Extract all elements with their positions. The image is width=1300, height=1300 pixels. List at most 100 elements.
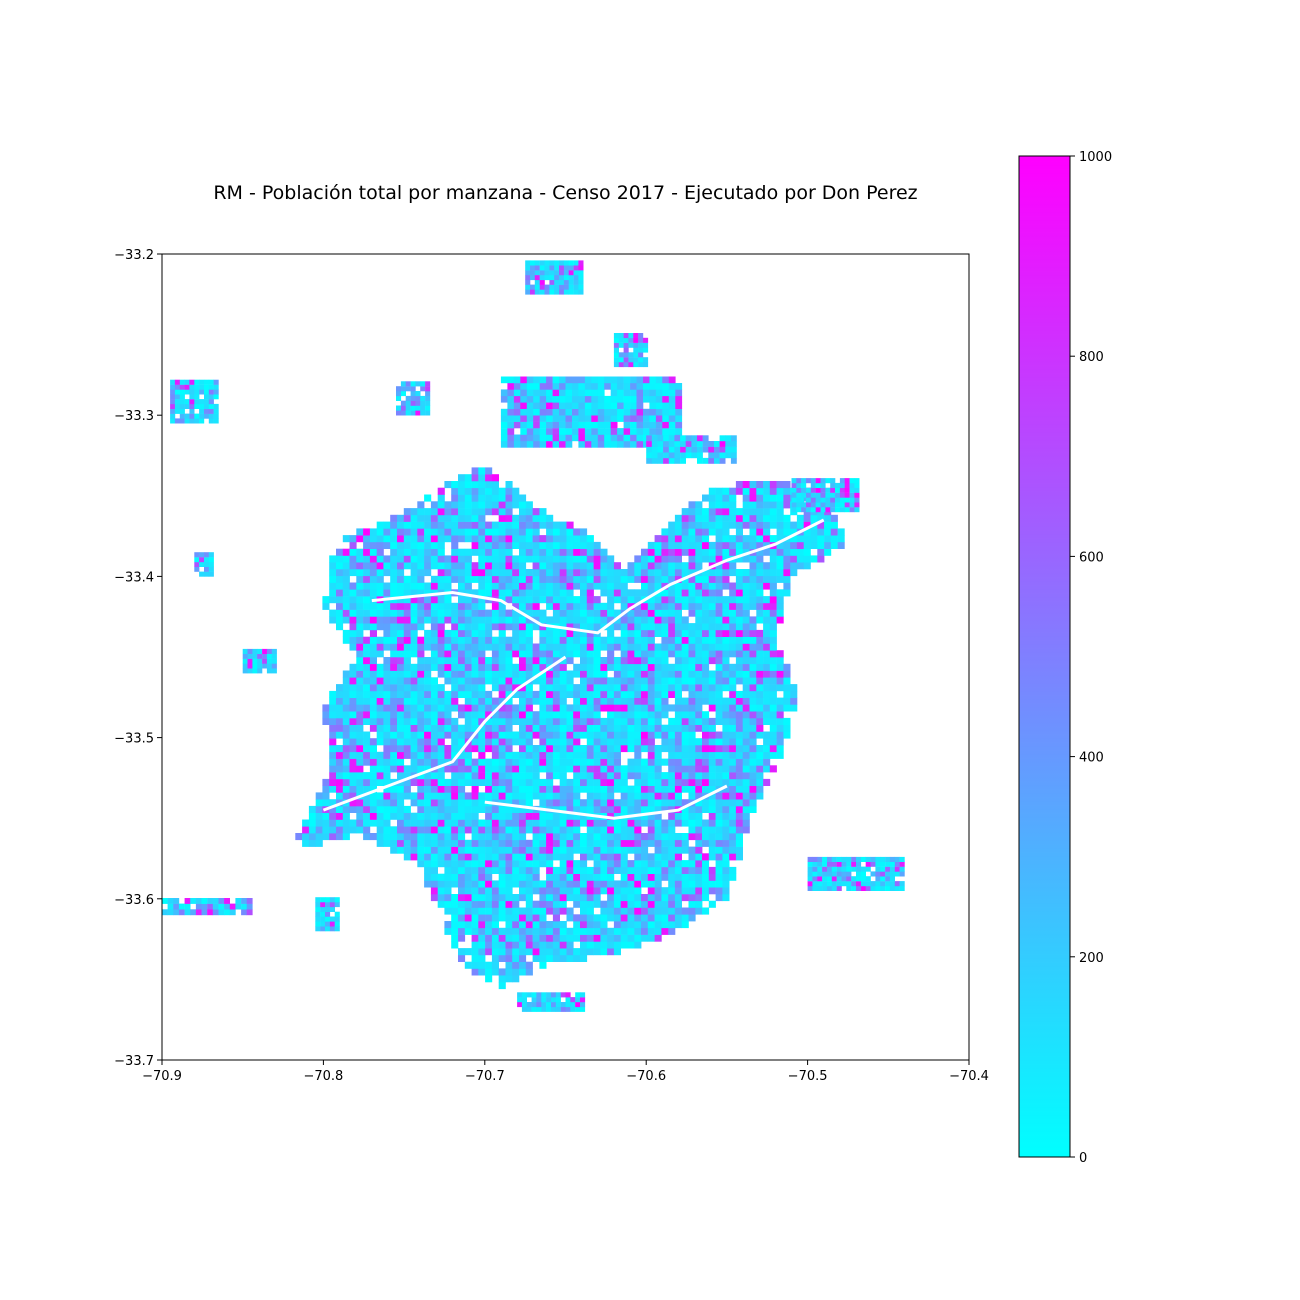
census-block bbox=[708, 514, 716, 522]
census-block bbox=[525, 265, 531, 271]
census-block bbox=[742, 805, 750, 813]
census-block bbox=[498, 494, 506, 502]
census-block bbox=[715, 677, 723, 685]
census-block bbox=[336, 717, 344, 725]
census-block bbox=[520, 408, 528, 416]
census-block bbox=[403, 650, 411, 658]
census-block bbox=[580, 745, 588, 753]
census-block bbox=[546, 548, 554, 556]
census-block bbox=[573, 792, 581, 800]
census-block bbox=[415, 391, 421, 397]
census-block bbox=[257, 648, 263, 654]
census-block bbox=[369, 799, 377, 807]
census-block bbox=[194, 418, 200, 424]
census-block bbox=[525, 873, 533, 881]
census-block bbox=[807, 881, 813, 887]
census-block bbox=[695, 887, 703, 895]
census-block bbox=[715, 765, 723, 773]
census-block bbox=[525, 684, 533, 692]
census-block bbox=[860, 866, 866, 872]
census-block bbox=[763, 677, 771, 685]
census-block bbox=[390, 643, 398, 651]
census-block bbox=[539, 389, 547, 397]
census-block bbox=[560, 1002, 566, 1008]
census-block bbox=[552, 616, 560, 624]
census-block bbox=[668, 812, 676, 820]
census-block bbox=[451, 914, 459, 922]
census-block bbox=[651, 446, 658, 453]
census-block bbox=[688, 602, 696, 610]
census-block bbox=[566, 751, 574, 759]
census-block bbox=[769, 535, 777, 543]
census-block bbox=[688, 528, 696, 536]
census-block bbox=[654, 758, 662, 766]
census-block bbox=[593, 880, 601, 888]
census-block bbox=[417, 670, 425, 678]
census-block bbox=[613, 362, 619, 368]
census-block bbox=[525, 582, 533, 590]
census-block bbox=[437, 772, 445, 780]
census-block bbox=[410, 535, 418, 543]
census-block bbox=[675, 421, 683, 429]
census-block bbox=[812, 856, 818, 862]
census-block bbox=[820, 487, 826, 493]
census-block bbox=[430, 508, 438, 516]
census-block bbox=[695, 670, 703, 678]
census-block bbox=[184, 403, 190, 409]
census-block bbox=[505, 670, 513, 678]
census-block bbox=[675, 402, 683, 409]
census-block bbox=[498, 575, 506, 583]
census-block bbox=[478, 643, 486, 651]
census-block bbox=[830, 478, 836, 484]
census-block bbox=[627, 745, 635, 753]
census-block bbox=[204, 403, 210, 409]
census-block bbox=[742, 812, 750, 820]
census-block bbox=[471, 636, 479, 644]
census-block bbox=[647, 880, 655, 888]
census-block bbox=[376, 521, 384, 529]
census-block bbox=[580, 528, 588, 536]
census-block bbox=[546, 616, 554, 624]
census-block bbox=[500, 434, 508, 442]
census-block bbox=[485, 894, 493, 902]
census-block bbox=[505, 521, 513, 529]
census-block bbox=[600, 778, 608, 786]
census-block bbox=[471, 657, 479, 665]
census-block bbox=[532, 562, 540, 570]
census-block bbox=[491, 697, 499, 705]
census-block bbox=[715, 866, 723, 874]
census-block bbox=[586, 636, 594, 644]
census-block bbox=[415, 410, 421, 416]
census-block bbox=[661, 894, 669, 902]
census-block bbox=[742, 663, 750, 671]
census-block bbox=[674, 819, 682, 827]
census-block bbox=[708, 853, 716, 861]
census-block bbox=[424, 745, 432, 753]
census-block bbox=[586, 684, 594, 692]
census-block bbox=[681, 548, 689, 556]
census-block bbox=[674, 846, 682, 854]
census-block bbox=[593, 873, 601, 881]
census-block bbox=[573, 927, 581, 935]
census-block bbox=[498, 521, 506, 529]
census-block bbox=[688, 751, 696, 759]
census-block bbox=[674, 799, 682, 807]
census-block bbox=[643, 408, 650, 416]
census-block bbox=[695, 799, 703, 807]
census-block bbox=[559, 421, 566, 429]
census-block bbox=[586, 765, 594, 773]
census-block bbox=[668, 894, 676, 902]
census-block bbox=[505, 528, 513, 536]
census-block bbox=[512, 650, 520, 658]
census-block bbox=[763, 582, 771, 590]
census-block bbox=[349, 717, 357, 725]
census-block bbox=[167, 903, 174, 910]
axes-frame bbox=[161, 253, 970, 1061]
census-block bbox=[647, 629, 655, 637]
census-block bbox=[397, 697, 405, 705]
census-block bbox=[451, 481, 459, 489]
census-block bbox=[722, 860, 730, 868]
census-block bbox=[410, 799, 418, 807]
census-block bbox=[451, 494, 459, 502]
census-block bbox=[471, 792, 479, 800]
